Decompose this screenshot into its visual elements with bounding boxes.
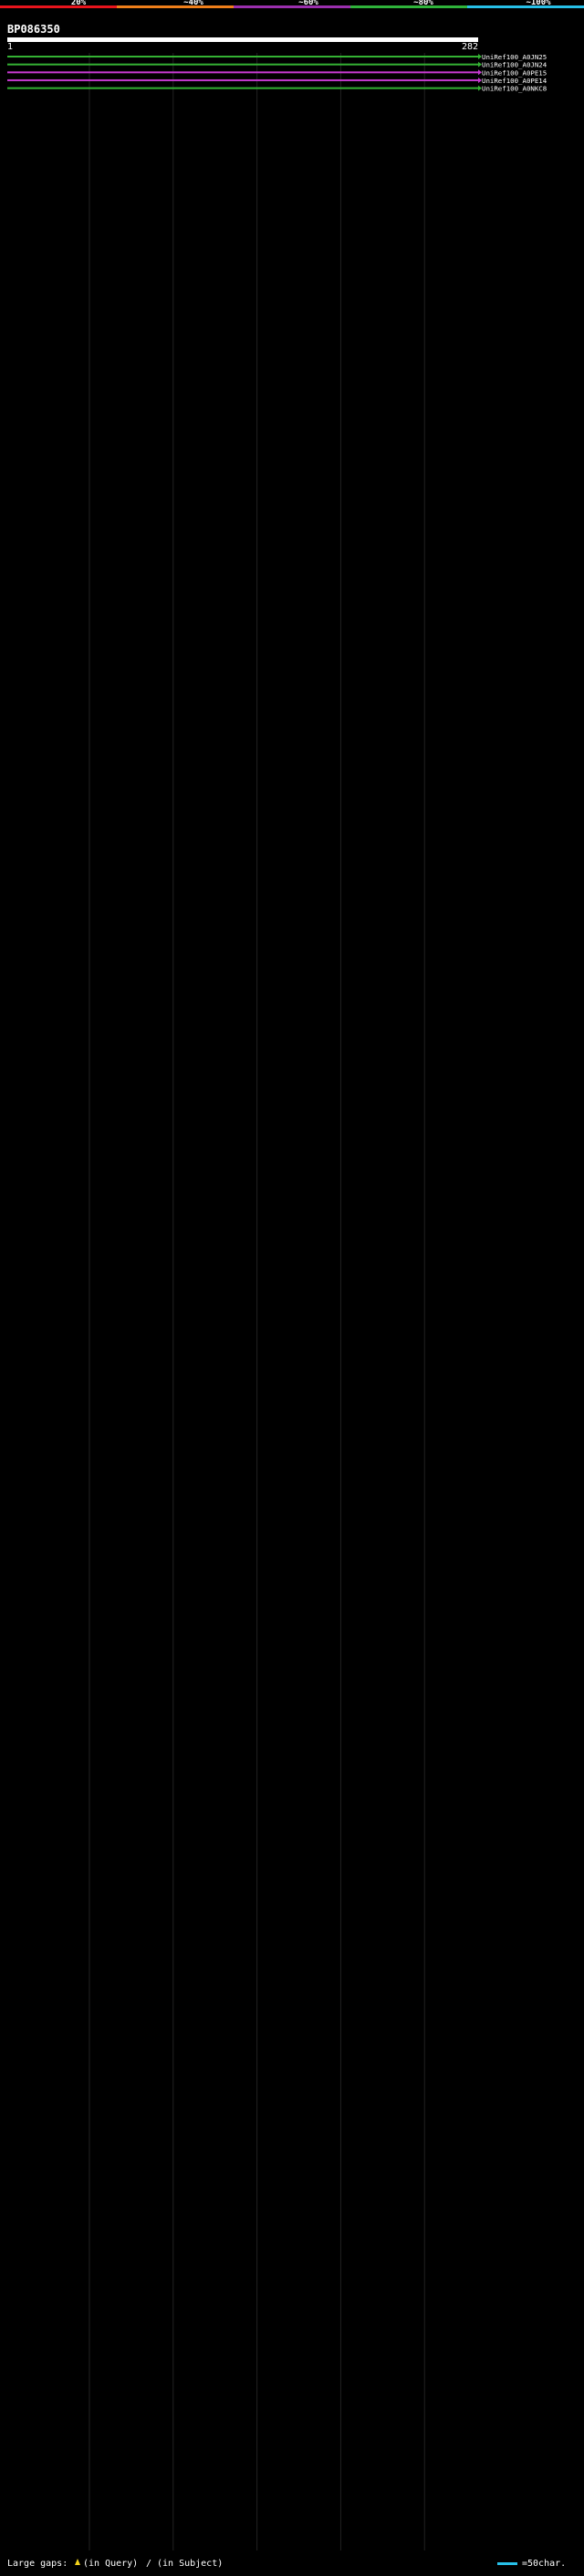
scale-tick-label: ~100% (526, 0, 551, 7)
hit-arrow (478, 61, 482, 68)
hit-bar (7, 78, 478, 81)
hit-bar (7, 56, 478, 57)
query-bar (7, 37, 478, 42)
scale-tick-label: ~40% (183, 0, 203, 7)
scale-tick-label: ~80% (413, 0, 433, 7)
hit-bar (7, 71, 478, 74)
scale-label: =50char. (522, 2559, 566, 2569)
footer-legend: Large gaps: (in Query) / (in Subject) =5… (7, 2559, 566, 2569)
hit-label[interactable]: UniRef100_A0PE15 (482, 68, 547, 77)
scale-bar-sample (497, 2562, 517, 2565)
scale-segment (234, 5, 350, 8)
gaps-label: Large gaps: (7, 2559, 68, 2569)
gridlines (89, 53, 425, 2550)
hit-bar (7, 63, 478, 66)
hit-label[interactable]: UniRef100_A0JN25 (482, 53, 547, 61)
hit-label[interactable]: UniRef100_A0NKC8 (482, 85, 547, 93)
gaps-subject-label: (in Subject) (157, 2559, 223, 2569)
query-end-label: 282 (462, 42, 478, 52)
query-gap-icon (75, 2559, 80, 2565)
hit-arrow (478, 77, 482, 83)
query-start-label: 1 (7, 42, 13, 52)
scale-tick-label: 20% (71, 0, 87, 7)
chart-title: BP086350 (7, 23, 60, 36)
scale-segment (0, 5, 117, 8)
hit-bar (7, 87, 478, 89)
hit-label[interactable]: UniRef100_A0PE14 (482, 77, 548, 85)
hit-arrow (478, 85, 482, 91)
hit-rows: UniRef100_A0JN25UniRef100_A0JN24UniRef10… (7, 53, 548, 93)
gaps-query-label: (in Query) (83, 2559, 138, 2569)
scale-tick-label: ~60% (298, 0, 318, 7)
hit-label[interactable]: UniRef100_A0JN24 (482, 61, 548, 69)
gap-separator: / (146, 2559, 151, 2569)
hit-arrow (478, 54, 482, 59)
hit-arrow (478, 69, 482, 76)
scale-segment (467, 5, 584, 8)
scale-segment (117, 5, 234, 8)
identity-scale: 20% ~40% ~60% ~80% ~100% (0, 0, 584, 8)
scale-segment (350, 5, 467, 8)
